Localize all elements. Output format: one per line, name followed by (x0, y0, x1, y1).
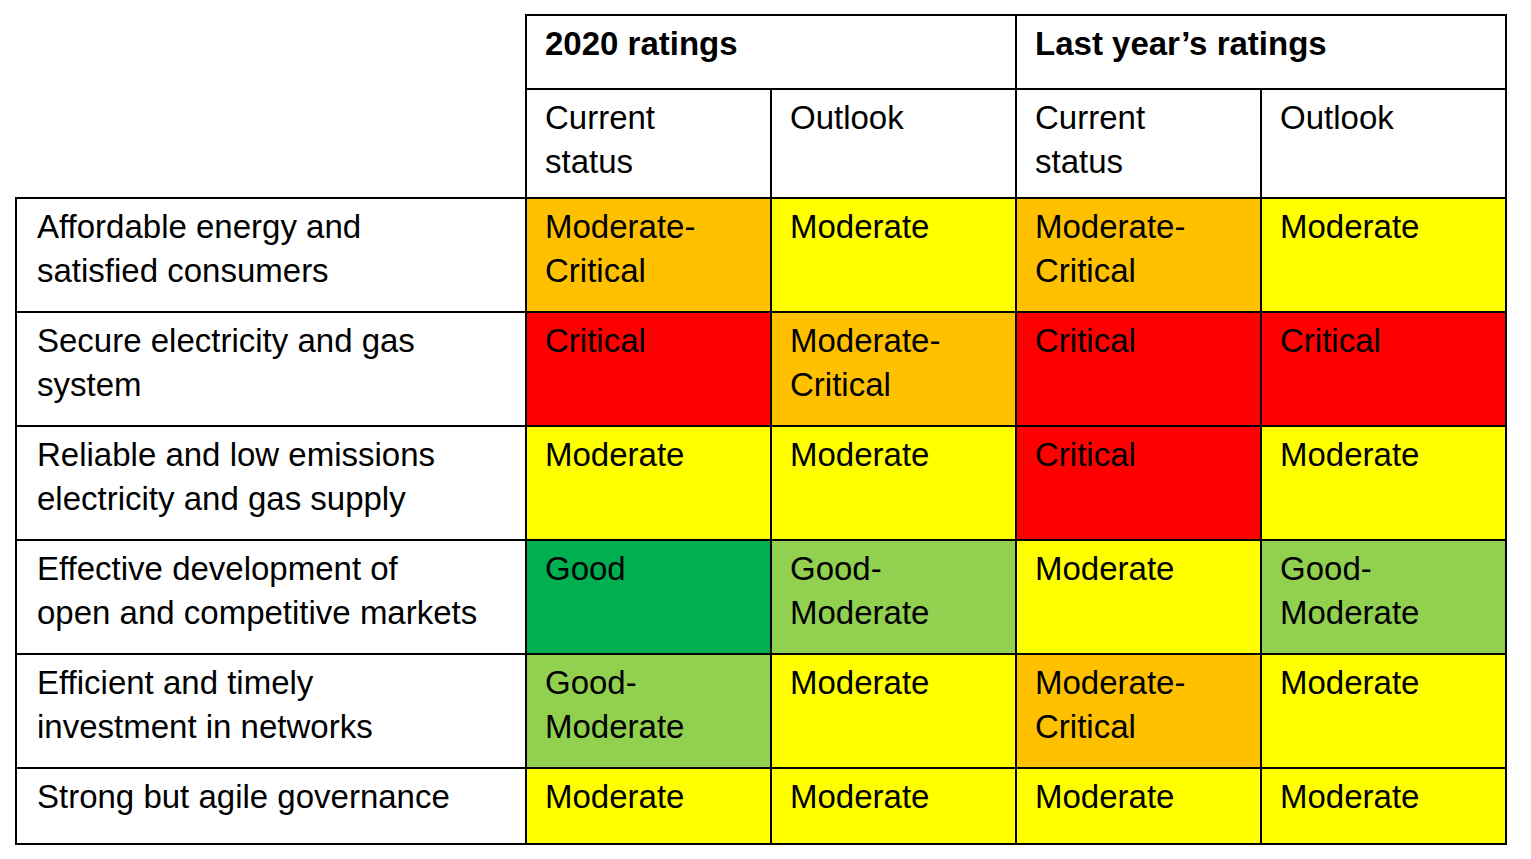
rating-cell: Moderate-Critical (526, 198, 771, 312)
rating-cell: Good-Moderate (1261, 540, 1506, 654)
rating-cell: Good-Moderate (526, 654, 771, 768)
table-row: Efficient and timely investment in netwo… (16, 654, 1506, 768)
rating-cell: Moderate (771, 654, 1016, 768)
rating-cell: Moderate-Critical (1016, 198, 1261, 312)
rating-cell: Moderate (1261, 654, 1506, 768)
group-header-2020-ratings: 2020 ratings (526, 15, 1016, 89)
sub-header-current-status-2020: Current status (526, 89, 771, 198)
rating-cell: Moderate (771, 198, 1016, 312)
rating-cell: Moderate (1016, 768, 1261, 844)
row-label-cell: Affordable energy and satisfied consumer… (16, 198, 526, 312)
row-label-cell: Reliable and low emissions electricity a… (16, 426, 526, 540)
table-row: Affordable energy and satisfied consumer… (16, 198, 1506, 312)
rating-cell: Moderate (771, 768, 1016, 844)
rating-cell: Critical (1261, 312, 1506, 426)
sub-header-row: Current status Outlook Current status Ou… (16, 89, 1506, 198)
rating-cell: Moderate (526, 426, 771, 540)
rating-cell: Moderate (526, 768, 771, 844)
group-header-row: 2020 ratings Last year’s ratings (16, 15, 1506, 89)
rating-cell: Moderate (771, 426, 1016, 540)
blank-corner-cell (16, 89, 526, 198)
rating-cell: Good (526, 540, 771, 654)
table-row: Secure electricity and gas system Critic… (16, 312, 1506, 426)
row-label-cell: Secure electricity and gas system (16, 312, 526, 426)
sub-header-current-status-last-year: Current status (1016, 89, 1261, 198)
ratings-table-body: Affordable energy and satisfied consumer… (16, 198, 1506, 844)
rating-cell: Moderate (1016, 540, 1261, 654)
rating-cell: Moderate (1261, 768, 1506, 844)
sub-header-outlook-last-year: Outlook (1261, 89, 1506, 198)
table-row: Effective development of open and compet… (16, 540, 1506, 654)
ratings-table: 2020 ratings Last year’s ratings Current… (15, 14, 1507, 845)
row-label-cell: Effective development of open and compet… (16, 540, 526, 654)
table-row: Strong but agile governance Moderate Mod… (16, 768, 1506, 844)
rating-cell: Moderate (1261, 198, 1506, 312)
sub-header-outlook-2020: Outlook (771, 89, 1016, 198)
rating-cell: Moderate (1261, 426, 1506, 540)
rating-cell: Moderate-Critical (1016, 654, 1261, 768)
blank-corner-cell (16, 15, 526, 89)
rating-cell: Critical (526, 312, 771, 426)
rating-cell: Critical (1016, 312, 1261, 426)
row-label-cell: Efficient and timely investment in netwo… (16, 654, 526, 768)
rating-cell: Moderate-Critical (771, 312, 1016, 426)
group-header-last-year-ratings: Last year’s ratings (1016, 15, 1506, 89)
table-row: Reliable and low emissions electricity a… (16, 426, 1506, 540)
row-label-cell: Strong but agile governance (16, 768, 526, 844)
rating-cell: Critical (1016, 426, 1261, 540)
rating-cell: Good-Moderate (771, 540, 1016, 654)
